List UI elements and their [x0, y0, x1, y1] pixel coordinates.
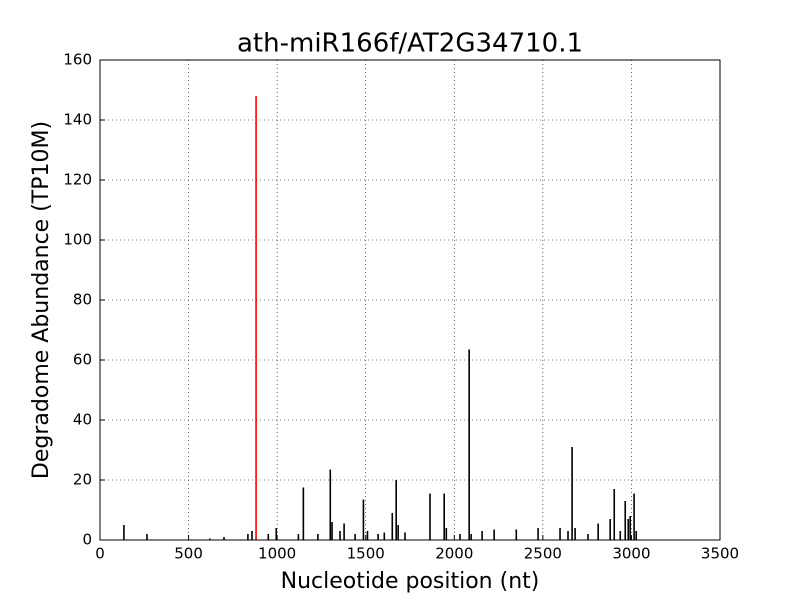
spike	[627, 519, 630, 540]
spike	[559, 528, 561, 540]
spike	[297, 534, 300, 540]
x-axis-label: Nucleotide position (nt)	[281, 569, 540, 594]
spike	[635, 531, 638, 540]
x-tick-label: 1500	[347, 545, 385, 563]
spike	[275, 528, 278, 540]
spike	[354, 534, 356, 540]
spike	[515, 529, 518, 540]
spike	[619, 531, 622, 540]
x-tick-label: 1000	[258, 545, 296, 563]
y-axis-label: Degradome Abundance (TP10M)	[29, 121, 54, 479]
y-tick-label: 80	[73, 291, 92, 309]
spike	[223, 537, 225, 540]
spike	[571, 447, 573, 540]
plot-area: 0 20 40 60 80 100 120 140 160 0 500 1000 1500 2000 250…	[63, 51, 739, 563]
spike	[587, 534, 589, 540]
spike	[209, 538, 211, 540]
spike	[317, 534, 319, 540]
spike	[633, 493, 635, 540]
spike	[267, 534, 270, 540]
spike	[443, 493, 445, 540]
spike	[366, 531, 369, 540]
spike	[493, 529, 495, 540]
spike	[404, 532, 406, 540]
spike	[377, 534, 379, 540]
x-tick-label: 500	[174, 545, 203, 563]
y-tick-label: 140	[63, 111, 92, 129]
spike	[537, 528, 539, 540]
spike	[613, 489, 616, 540]
spike	[397, 525, 399, 540]
spike	[597, 523, 599, 540]
y-tick-label: 120	[63, 171, 92, 189]
x-tick-label: 3000	[612, 545, 650, 563]
plot-frame	[99, 59, 721, 541]
y-tick-label: 160	[63, 51, 92, 69]
x-tick-label: 3500	[701, 545, 739, 563]
spike	[339, 531, 341, 540]
spike	[331, 522, 333, 540]
spike	[609, 519, 611, 540]
spike	[383, 532, 386, 540]
spike	[445, 528, 448, 540]
spike	[146, 534, 148, 540]
y-tick-label: 100	[63, 231, 92, 249]
x-tick-label: 2000	[435, 545, 473, 563]
y-tick-label: 40	[73, 411, 92, 429]
spike	[123, 525, 125, 540]
spike	[302, 487, 305, 540]
spike	[470, 534, 472, 540]
spike	[629, 516, 631, 540]
spike	[247, 534, 249, 540]
spike	[567, 531, 569, 540]
spike	[391, 513, 394, 540]
spike	[395, 480, 397, 540]
y-tick-label: 20	[73, 471, 92, 489]
x-tick-label: 0	[95, 545, 105, 563]
y-tick-label: 60	[73, 351, 92, 369]
spike	[459, 534, 461, 540]
y-tick-label: 0	[82, 531, 92, 549]
chart-title: ath-miR166f/AT2G34710.1	[237, 29, 583, 59]
spike	[255, 96, 257, 540]
spike	[343, 523, 345, 540]
x-tick-label: 2500	[524, 545, 562, 563]
spike	[329, 469, 332, 540]
spike	[574, 528, 576, 540]
spike	[251, 531, 253, 540]
spike	[429, 493, 431, 540]
spike	[624, 501, 627, 540]
spike	[468, 349, 470, 540]
spike	[362, 499, 365, 540]
spike	[481, 531, 483, 540]
